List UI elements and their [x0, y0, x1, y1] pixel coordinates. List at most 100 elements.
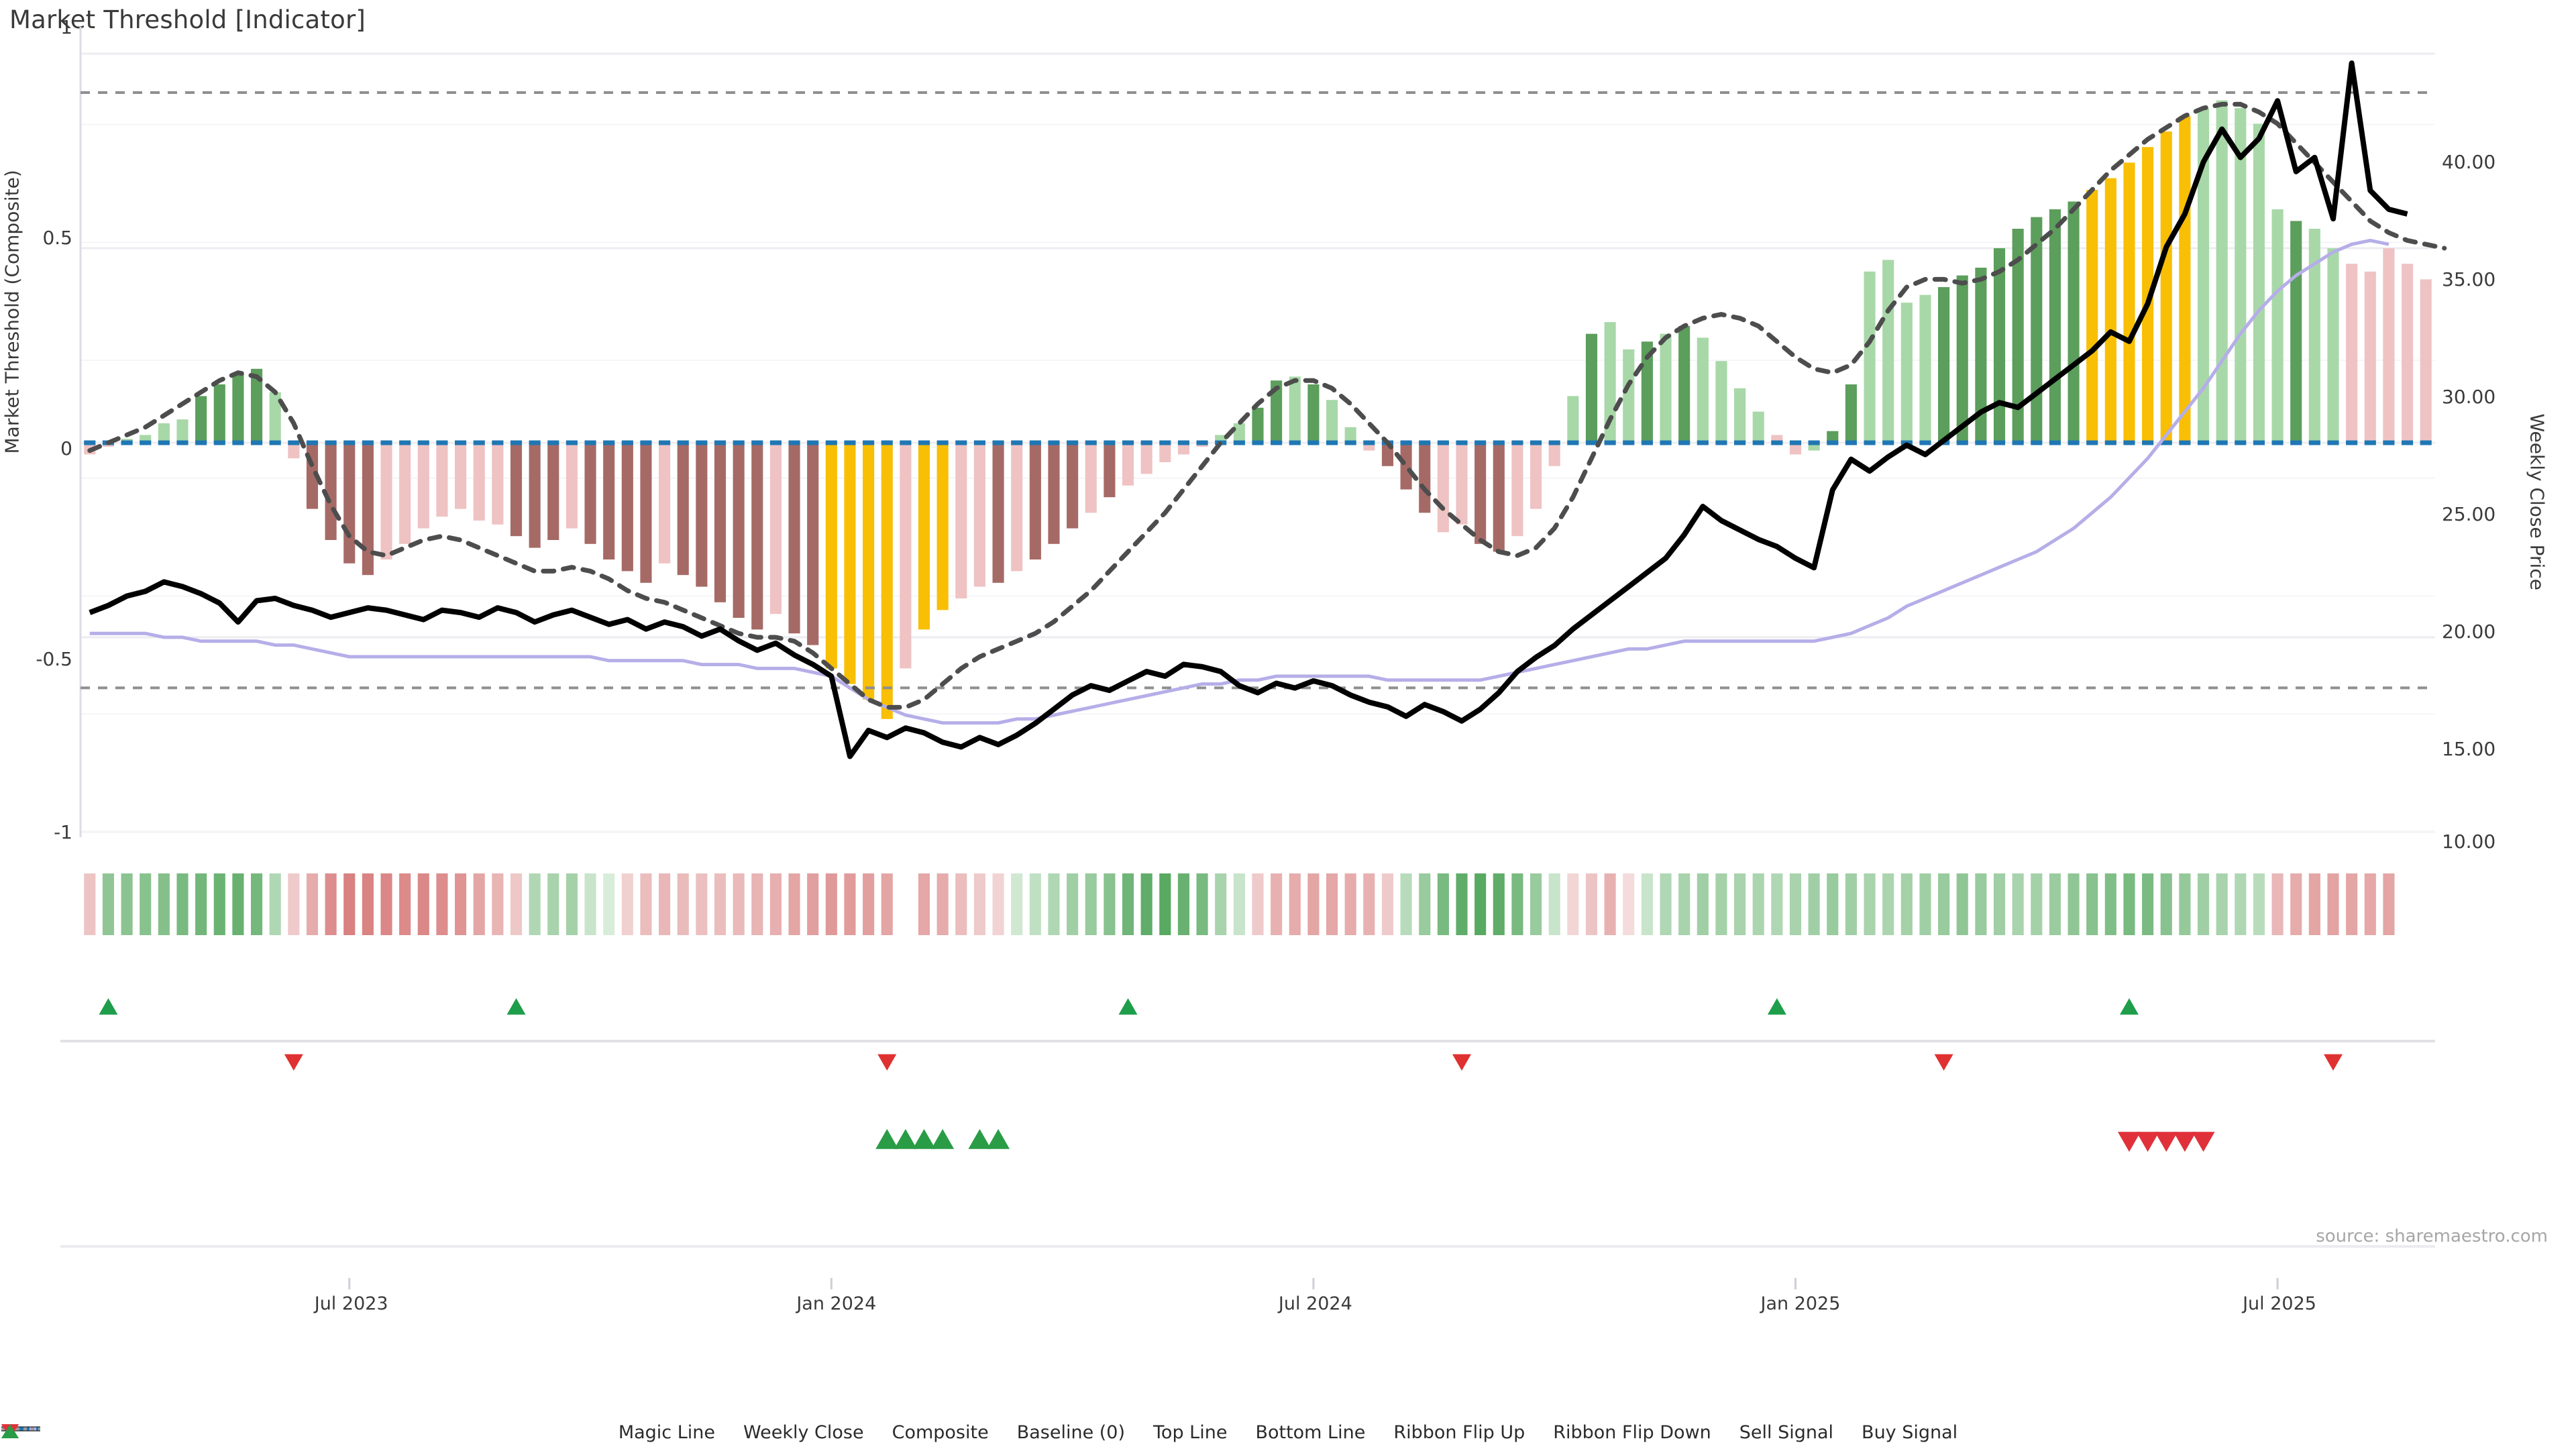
histogram-bar — [1604, 322, 1616, 443]
histogram-bar — [1048, 443, 1060, 544]
ribbon-strip-cell — [1233, 873, 1245, 935]
ribbon-strip-cell — [1678, 873, 1690, 935]
histogram-bar — [1882, 260, 1894, 443]
buy-signal-marker — [894, 1129, 917, 1149]
ribbon-strip-cell — [1363, 873, 1375, 935]
legend-label: Magic Line — [618, 1422, 715, 1443]
legend-item[interactable]: Top Line — [1, 1422, 1227, 1443]
ribbon-strip-cell — [1529, 873, 1542, 935]
histogram-bar — [1085, 443, 1097, 513]
histogram-bar — [1400, 443, 1412, 490]
ribbon-strip-cell — [973, 873, 986, 935]
ribbon-strip-cell — [603, 873, 615, 935]
ribbon-strip-cell — [1177, 873, 1190, 935]
x-tick-label: Jan 2025 — [1760, 1293, 1841, 1314]
histogram-bar — [473, 443, 485, 521]
ribbon-strip-cell — [936, 873, 949, 935]
histogram-bar — [677, 443, 689, 576]
histogram-bar — [1029, 443, 1041, 559]
histogram-bar — [2142, 147, 2154, 443]
y-tick-left-0: 1 — [60, 16, 72, 38]
ribbon-strip-cell — [1029, 873, 1041, 935]
legend-item[interactable]: Magic Line — [1, 1422, 715, 1443]
legend-item[interactable]: Sell Signal — [1, 1422, 1834, 1443]
histogram-bar — [1011, 443, 1023, 572]
ribbon-strip-cell — [2197, 873, 2210, 935]
y-tick-left-1: 0.5 — [42, 227, 72, 249]
histogram-bar — [696, 443, 708, 587]
histogram-bar — [2179, 115, 2191, 443]
ribbon-strip-cell — [2123, 873, 2135, 935]
legend-item[interactable]: Bottom Line — [1, 1422, 1365, 1443]
ribbon-flip-up-marker — [1767, 998, 1786, 1015]
histogram-bar — [918, 443, 930, 630]
histogram-bar — [380, 443, 392, 559]
ribbon-strip-cell — [584, 873, 596, 935]
ribbon-strip-cell — [1456, 873, 1468, 935]
histogram-bar — [1567, 396, 1579, 443]
legend-label: Sell Signal — [1739, 1422, 1834, 1443]
legend-item[interactable]: Weekly Close — [1, 1422, 864, 1443]
ribbon-strip-cell — [1011, 873, 1023, 935]
ribbon-strip-cell — [455, 873, 467, 935]
ribbon-flip-down-marker — [1452, 1054, 1472, 1071]
ribbon-strip-cell — [751, 873, 763, 935]
ribbon-strip-cell — [232, 873, 244, 935]
ribbon-strip-cell — [2346, 873, 2358, 935]
ribbon-strip-cell — [881, 873, 893, 935]
sell-signal-marker — [2117, 1132, 2141, 1152]
histogram-bar — [1938, 287, 1950, 443]
buy-signal-marker — [912, 1129, 936, 1149]
ribbon-strip-cell — [140, 873, 152, 935]
histogram-bar — [2290, 221, 2302, 443]
histogram-bar — [1900, 303, 1913, 443]
ribbon-strip-cell — [1734, 873, 1746, 935]
histogram-bar — [288, 443, 300, 459]
ribbon-strip-cell — [2253, 873, 2265, 935]
ribbon-strip-cell — [825, 873, 837, 935]
histogram-bar — [1363, 443, 1375, 451]
ribbon-strip-cell — [1660, 873, 1672, 935]
ribbon-strip-cell — [121, 873, 133, 935]
ribbon-strip-cell — [1752, 873, 1764, 935]
ribbon-strip-cell — [1604, 873, 1616, 935]
y-tick-right-3: 25.00 — [2442, 503, 2496, 525]
ribbon-strip-cell — [343, 873, 356, 935]
y-tick-right-0: 40.00 — [2442, 151, 2496, 173]
histogram-bar — [881, 443, 893, 719]
ribbon-strip-cell — [955, 873, 967, 935]
legend-item[interactable]: Ribbon Flip Up — [1, 1422, 1525, 1443]
ribbon-strip-cell — [1122, 873, 1134, 935]
ribbon-strip-cell — [2271, 873, 2284, 935]
legend-label: Ribbon Flip Up — [1393, 1422, 1525, 1443]
ribbon-strip-cell — [1400, 873, 1412, 935]
histogram-bar — [807, 443, 819, 645]
histogram-bar — [1511, 443, 1523, 537]
page-title: Market Threshold [Indicator] — [9, 5, 366, 34]
legend-item[interactable]: Buy Signal — [1, 1422, 1957, 1443]
ribbon-strip-cell — [1623, 873, 1635, 935]
histogram-bar — [1919, 294, 1931, 443]
ribbon-strip-cell — [436, 873, 448, 935]
legend-swatch-dotted-icon — [1, 1427, 40, 1431]
histogram-bar — [1678, 326, 1690, 443]
histogram-bar — [640, 443, 652, 583]
ribbon-strip-cell — [1715, 873, 1727, 935]
histogram-bar — [436, 443, 448, 517]
ribbon-strip-cell — [399, 873, 411, 935]
legend-item[interactable]: Baseline (0) — [1, 1422, 1125, 1443]
ribbon-strip-cell — [2012, 873, 2024, 935]
legend-item[interactable]: Composite — [1, 1422, 989, 1443]
ribbon-strip-cell — [250, 873, 263, 935]
histogram-bar — [1252, 407, 1264, 443]
legend-item[interactable]: Ribbon Flip Down — [1, 1422, 1711, 1443]
y-tick-right-5: 15.00 — [2442, 738, 2496, 760]
histogram-bar — [492, 443, 504, 525]
ribbon-strip-cell — [788, 873, 800, 935]
ribbon-strip-cell — [2383, 873, 2395, 935]
y-tick-right-4: 20.00 — [2442, 621, 2496, 643]
ribbon-strip-cell — [1437, 873, 1449, 935]
histogram-bar — [1140, 443, 1152, 474]
histogram-bar — [1067, 443, 1079, 529]
composite-line — [89, 238, 2390, 725]
